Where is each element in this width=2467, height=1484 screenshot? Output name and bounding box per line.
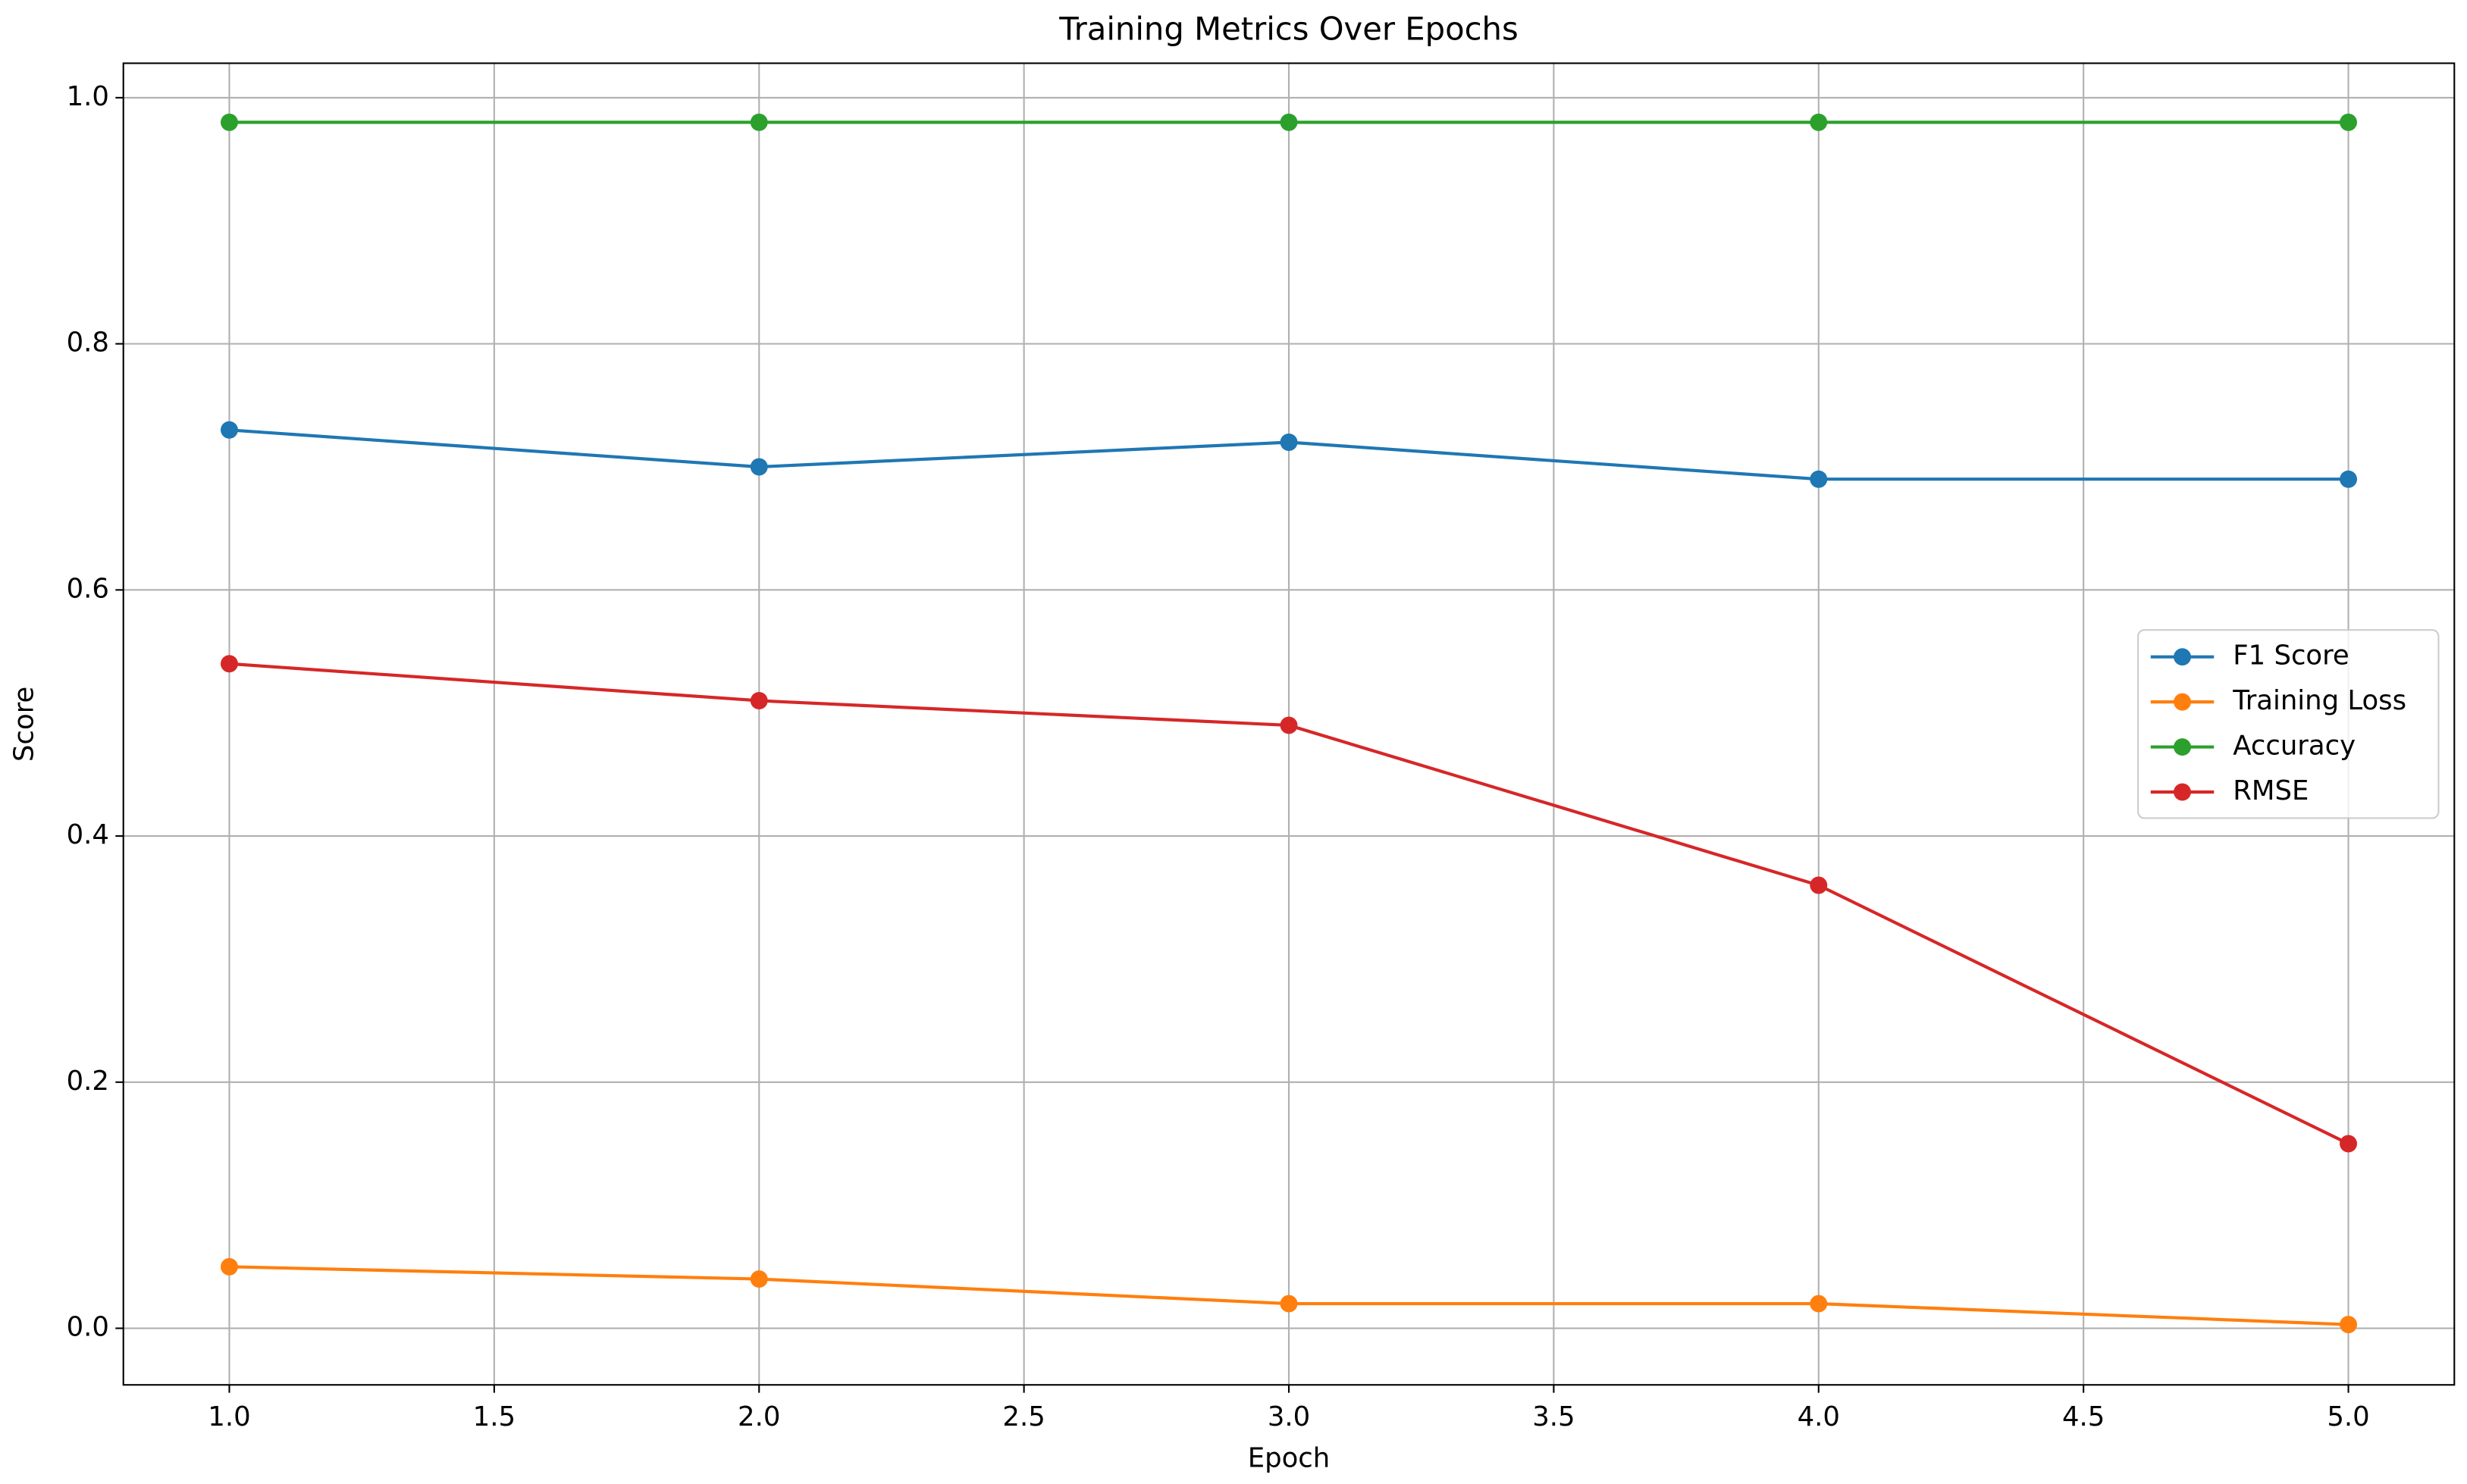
- data-point: [221, 421, 238, 439]
- y-axis-label: Score: [8, 687, 39, 762]
- y-tick-label: 0.6: [67, 573, 109, 604]
- data-point: [750, 458, 768, 476]
- legend: F1 Score Training Loss Accuracy RMSE: [2137, 629, 2440, 819]
- legend-marker: [2174, 693, 2191, 711]
- data-point: [1280, 434, 1298, 451]
- legend-label: RMSE: [2233, 775, 2309, 806]
- x-tick-label: 2.0: [738, 1401, 780, 1432]
- data-point: [1280, 1295, 1298, 1313]
- data-point: [2340, 1135, 2358, 1153]
- data-point: [221, 1257, 238, 1276]
- x-tick-label: 5.0: [2327, 1401, 2369, 1432]
- legend-box: [2137, 629, 2440, 819]
- data-point: [1810, 876, 1828, 894]
- y-tick-label: 0.4: [67, 819, 109, 850]
- data-point: [1280, 113, 1298, 131]
- plot-frame: [122, 62, 2456, 1386]
- x-tick-label: 2.5: [1002, 1401, 1045, 1432]
- data-point: [1810, 113, 1828, 131]
- x-tick-label: 4.0: [1798, 1401, 1840, 1432]
- x-tick-label: 3.5: [1532, 1401, 1575, 1432]
- data-point: [750, 113, 768, 131]
- data-point: [2340, 470, 2358, 488]
- data-point: [1810, 1295, 1828, 1313]
- data-point: [750, 692, 768, 709]
- data-point: [2340, 113, 2358, 131]
- legend-label: Training Loss: [2232, 685, 2406, 716]
- chart-title: Training Metrics Over Epochs: [1058, 11, 1518, 48]
- x-tick-label: 1.0: [208, 1401, 250, 1432]
- data-point: [221, 655, 238, 673]
- y-tick-label: 0.0: [67, 1312, 109, 1343]
- legend-marker: [2174, 783, 2191, 801]
- y-tick-label: 0.2: [67, 1066, 109, 1097]
- x-axis-label: Epoch: [1248, 1442, 1331, 1473]
- y-tick-label: 0.8: [67, 327, 109, 358]
- data-point: [1810, 470, 1828, 488]
- legend-marker: [2174, 738, 2191, 756]
- legend-label: Accuracy: [2233, 731, 2356, 762]
- data-point: [1280, 716, 1298, 734]
- x-tick-label: 4.5: [2062, 1401, 2105, 1432]
- data-point: [750, 1270, 768, 1288]
- legend-marker: [2174, 648, 2191, 666]
- x-tick-label: 1.5: [473, 1401, 516, 1432]
- legend-label: F1 Score: [2233, 640, 2349, 672]
- data-point: [2340, 1316, 2358, 1334]
- x-tick-label: 3.0: [1268, 1401, 1310, 1432]
- data-point: [221, 113, 238, 131]
- y-tick-label: 1.0: [67, 81, 109, 112]
